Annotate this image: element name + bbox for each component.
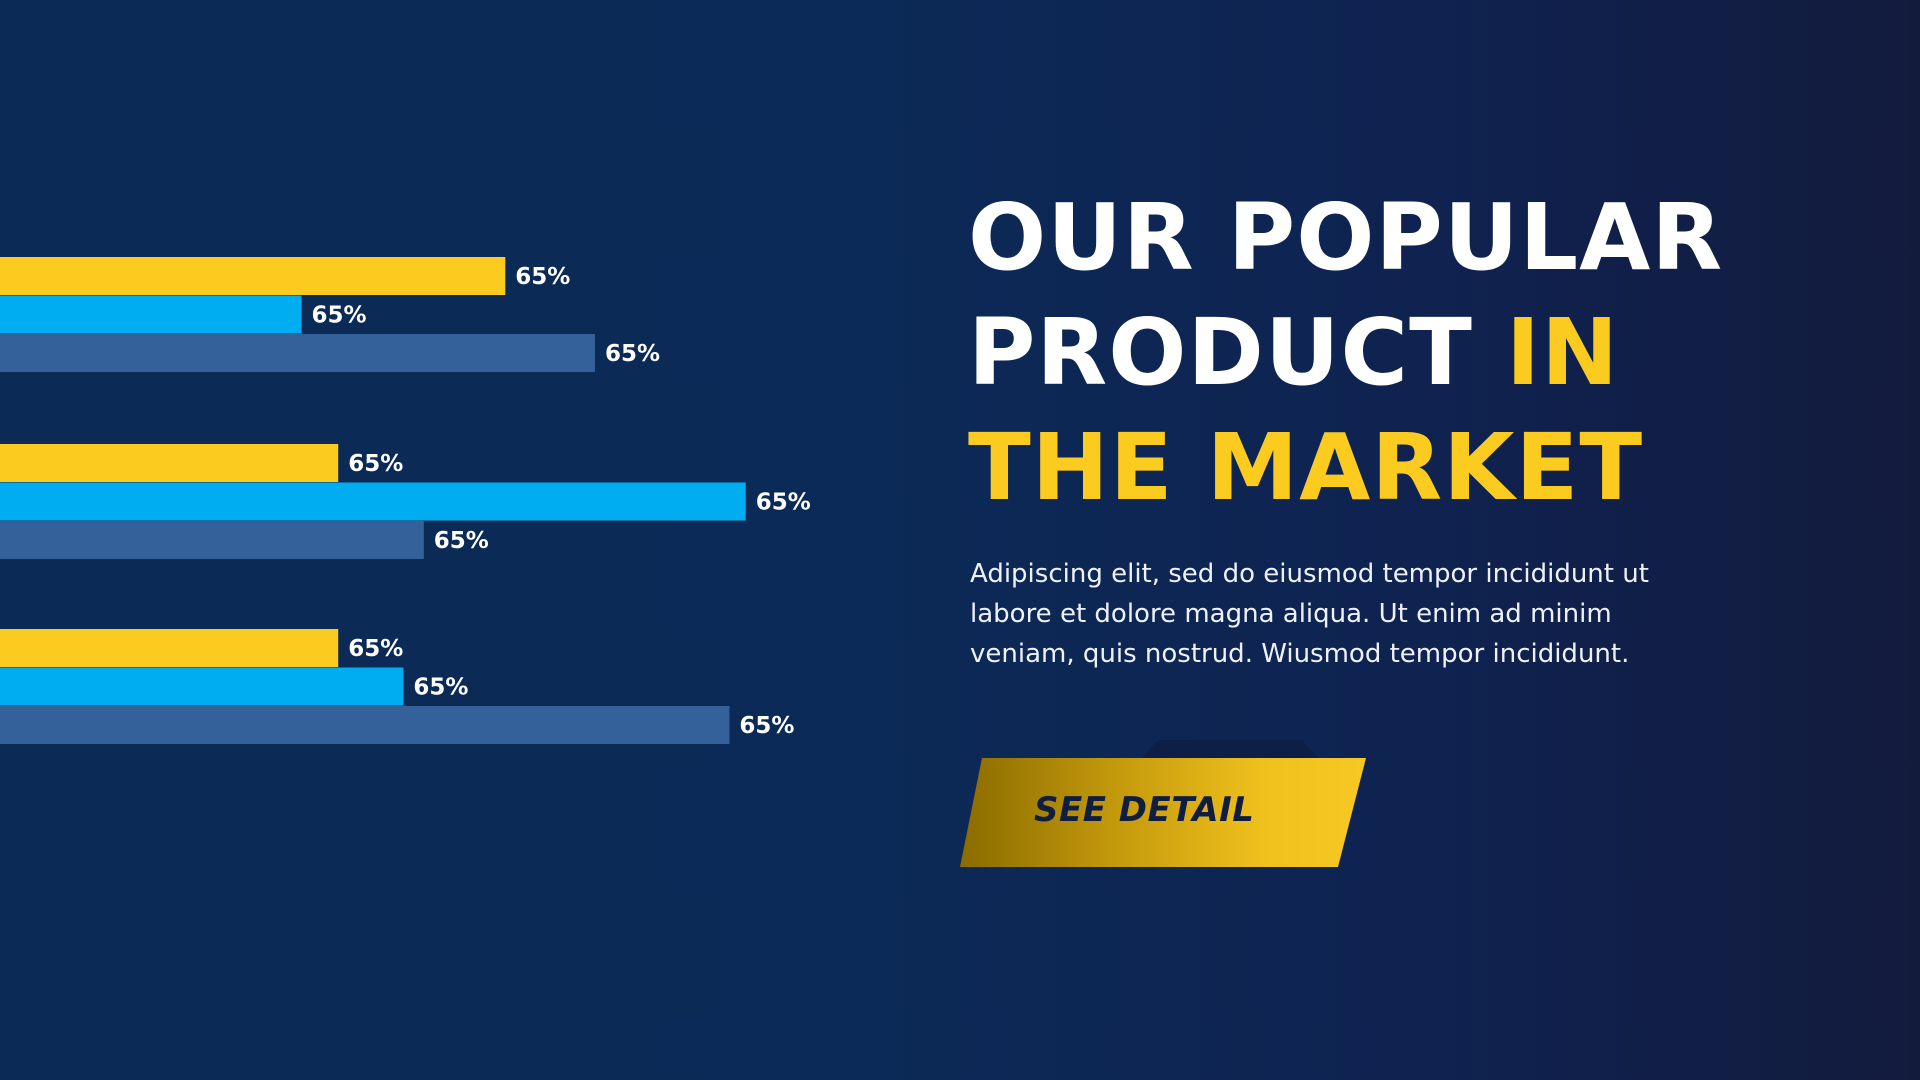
bar-label-1-1: 65% xyxy=(515,264,570,290)
button-shadow xyxy=(1140,740,1320,760)
bar-label-2-3: 65% xyxy=(434,528,489,554)
bar-label-3-2: 65% xyxy=(413,675,468,701)
bar-label-2-2: 65% xyxy=(756,490,811,516)
see-detail-button[interactable]: SEE DETAIL xyxy=(960,758,1366,867)
bar-3-3 xyxy=(0,706,730,744)
title-line-2-white: PRODUCT xyxy=(968,299,1506,406)
bar-label-3-3: 65% xyxy=(739,713,794,739)
bar-label-1-2: 65% xyxy=(312,303,367,329)
bar-1-3 xyxy=(0,334,595,372)
bar-label-2-1: 65% xyxy=(348,451,403,477)
description: Adipiscing elit, sed do eiusmod tempor i… xyxy=(970,559,1649,669)
bar-2-2 xyxy=(0,482,746,521)
see-detail-label: SEE DETAIL xyxy=(1034,790,1255,830)
bar-label-3-1: 65% xyxy=(348,636,403,662)
bar-label-1-3: 65% xyxy=(605,341,660,367)
bar-2-1 xyxy=(0,444,339,482)
bar-3-1 xyxy=(0,629,339,667)
bar-chart: 65% 65% 65% 65% 65% 65% 65% 65% 65% xyxy=(0,257,811,744)
title-line-3: THE MARKET xyxy=(968,414,1644,521)
bar-1-1 xyxy=(0,257,506,295)
title-line-2-accent: IN xyxy=(1505,299,1620,406)
hero-block: OUR POPULAR PRODUCT IN THE MARKET xyxy=(968,180,1788,525)
bar-1-2 xyxy=(0,295,302,334)
title-line-1: OUR POPULAR xyxy=(968,184,1724,291)
title-line-2: PRODUCT IN xyxy=(968,295,1788,410)
bar-3-2 xyxy=(0,667,404,706)
bar-2-3 xyxy=(0,521,424,559)
page-title: OUR POPULAR PRODUCT IN THE MARKET xyxy=(968,180,1788,525)
